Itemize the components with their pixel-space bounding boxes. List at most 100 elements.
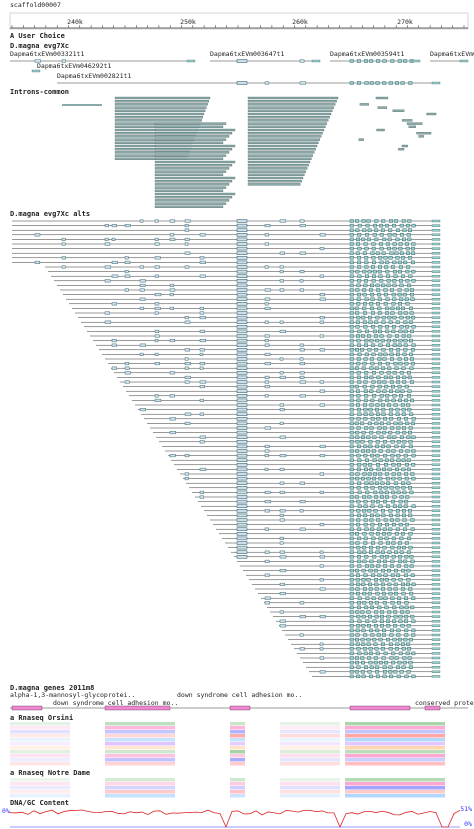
exon	[363, 325, 368, 329]
feature-label[interactable]: Dapma6txEVm046292t1	[37, 62, 111, 70]
exon	[381, 591, 386, 596]
exon	[355, 591, 360, 596]
exon	[391, 651, 396, 656]
exon	[360, 435, 365, 439]
exon	[363, 407, 368, 412]
feature-label[interactable]: down syndrome cell adhesion mo..	[53, 699, 178, 707]
exon	[376, 389, 381, 393]
exon	[279, 371, 284, 375]
exon	[388, 665, 393, 669]
exon	[356, 624, 361, 628]
exon	[393, 568, 398, 573]
exon	[387, 315, 392, 320]
exon	[362, 509, 367, 513]
exon	[376, 499, 380, 504]
exon	[279, 509, 286, 513]
feature-label[interactable]: Dapma6txEVm0	[430, 50, 474, 58]
exon	[431, 229, 441, 232]
exon	[386, 283, 391, 288]
exon	[360, 637, 365, 642]
exon	[236, 81, 248, 85]
intron-bar	[154, 160, 236, 164]
feature-label[interactable]: down syndrome cell adhesion mo..	[177, 691, 302, 699]
coverage	[345, 758, 445, 762]
exon	[406, 481, 411, 485]
exon	[264, 320, 269, 324]
exon	[382, 357, 387, 361]
exon	[199, 366, 204, 370]
exon	[379, 421, 384, 426]
exon	[349, 499, 354, 504]
exon	[385, 522, 389, 527]
intron-bar	[154, 173, 224, 176]
coverage	[230, 742, 245, 746]
exon	[236, 426, 248, 430]
feature-label[interactable]: Dapma6txEVm002821t1	[57, 72, 131, 80]
exon	[388, 642, 393, 646]
exon	[403, 260, 408, 265]
exon	[279, 490, 285, 494]
exon	[383, 417, 388, 421]
feature-label[interactable]: Dapma6txEVm003594t1	[330, 50, 404, 58]
intron-bar	[154, 138, 227, 141]
exon	[369, 403, 374, 407]
exon	[111, 274, 119, 278]
exon	[369, 467, 374, 472]
exon	[349, 334, 354, 338]
exon	[299, 481, 305, 485]
feature-label[interactable]: alpha-1,3-mannosyl-glycoprotei..	[10, 691, 135, 699]
exon	[299, 380, 307, 384]
coverage	[280, 738, 340, 742]
exon	[355, 472, 360, 476]
exon	[355, 311, 360, 315]
exon	[381, 532, 386, 536]
exon	[154, 334, 160, 338]
exon	[236, 352, 248, 357]
exon	[392, 246, 397, 251]
exon	[199, 256, 205, 260]
exon	[357, 559, 362, 564]
exon	[411, 476, 416, 481]
feature-label[interactable]: Dapma6txEVm003647t1	[210, 50, 284, 58]
exon	[139, 352, 144, 356]
exon	[364, 256, 369, 260]
exon	[299, 59, 305, 63]
exon	[169, 417, 176, 421]
exon	[408, 81, 413, 85]
exon	[388, 320, 393, 324]
exon	[349, 555, 354, 559]
exon	[349, 564, 354, 568]
exon	[154, 237, 159, 241]
exon	[363, 412, 368, 416]
exon	[407, 647, 412, 651]
exon	[377, 384, 382, 389]
coverage	[10, 790, 70, 794]
exon	[124, 260, 131, 264]
feature-label[interactable]: Dapma6txEVm003321t1	[10, 50, 84, 58]
exon	[370, 513, 374, 518]
exon	[431, 454, 441, 457]
exon	[349, 366, 354, 370]
exon	[399, 495, 404, 499]
exon	[199, 380, 207, 384]
exon	[431, 546, 441, 549]
exon	[403, 559, 408, 564]
exon	[400, 610, 405, 614]
exon	[361, 674, 366, 679]
exon	[369, 628, 374, 633]
exon	[184, 421, 191, 425]
exon	[279, 408, 285, 412]
exon	[380, 614, 384, 619]
exon	[431, 638, 441, 641]
exon	[360, 670, 365, 674]
exon	[279, 265, 284, 269]
intron-bar	[154, 135, 230, 138]
ruler[interactable]	[9, 12, 469, 30]
exon	[279, 435, 286, 439]
exon	[357, 279, 362, 283]
coverage	[280, 758, 340, 762]
feature-label[interactable]: conserved protein..	[415, 699, 474, 707]
exon	[236, 348, 248, 352]
exon	[104, 242, 111, 246]
exon	[404, 596, 409, 600]
